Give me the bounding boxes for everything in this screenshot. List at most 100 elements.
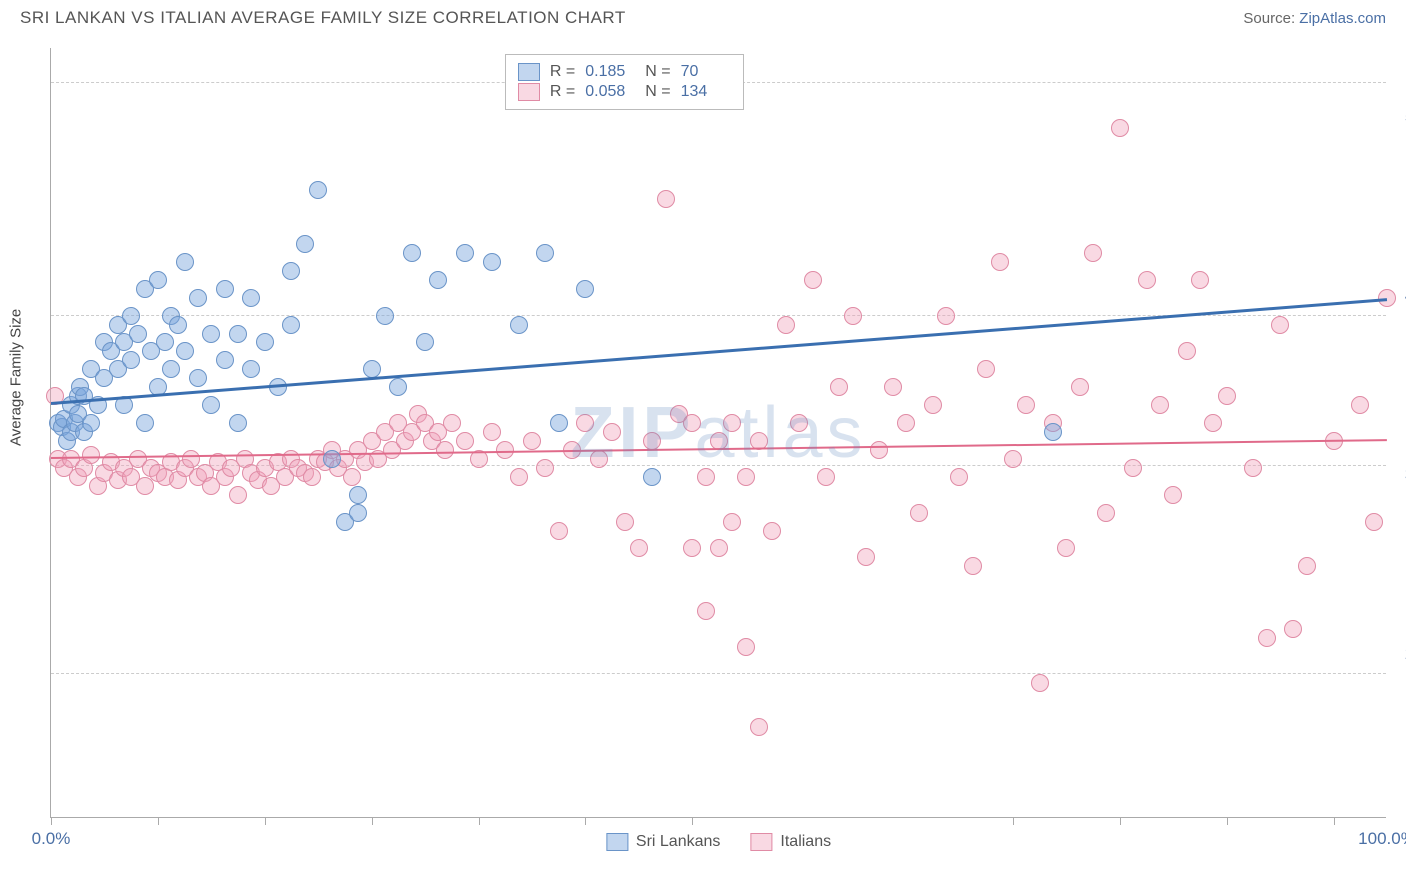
x-tick: [692, 817, 693, 825]
scatter-point-italians: [1244, 459, 1262, 477]
legend-item-italians: Italians: [750, 833, 831, 851]
scatter-point-italians: [343, 468, 361, 486]
scatter-point-sri_lankans: [296, 235, 314, 253]
source-link[interactable]: ZipAtlas.com: [1299, 10, 1386, 27]
stats-legend: R =0.185N =70R =0.058N =134: [505, 54, 744, 110]
scatter-point-italians: [1271, 316, 1289, 334]
scatter-point-italians: [830, 378, 848, 396]
scatter-point-italians: [436, 441, 454, 459]
scatter-point-sri_lankans: [309, 181, 327, 199]
scatter-point-italians: [483, 423, 501, 441]
scatter-point-sri_lankans: [122, 307, 140, 325]
scatter-point-italians: [777, 316, 795, 334]
scatter-point-italians: [303, 468, 321, 486]
scatter-point-sri_lankans: [242, 289, 260, 307]
scatter-point-sri_lankans: [136, 414, 154, 432]
scatter-point-sri_lankans: [349, 486, 367, 504]
scatter-point-sri_lankans: [216, 280, 234, 298]
x-tick: [265, 817, 266, 825]
scatter-point-italians: [977, 360, 995, 378]
y-axis-label: Average Family Size: [8, 309, 25, 446]
scatter-point-sri_lankans: [323, 450, 341, 468]
scatter-point-italians: [456, 432, 474, 450]
scatter-point-italians: [790, 414, 808, 432]
scatter-point-sri_lankans: [149, 271, 167, 289]
scatter-point-sri_lankans: [416, 333, 434, 351]
scatter-point-italians: [737, 638, 755, 656]
scatter-point-italians: [683, 414, 701, 432]
scatter-point-italians: [1164, 486, 1182, 504]
scatter-point-sri_lankans: [176, 253, 194, 271]
scatter-point-italians: [590, 450, 608, 468]
scatter-point-italians: [1071, 378, 1089, 396]
scatter-point-italians: [510, 468, 528, 486]
scatter-point-sri_lankans: [242, 360, 260, 378]
scatter-point-sri_lankans: [376, 307, 394, 325]
scatter-point-italians: [1151, 396, 1169, 414]
scatter-point-italians: [1191, 271, 1209, 289]
source-attribution: Source: ZipAtlas.com: [1243, 10, 1386, 27]
scatter-point-sri_lankans: [202, 396, 220, 414]
x-tick: [585, 817, 586, 825]
scatter-point-sri_lankans: [229, 325, 247, 343]
scatter-point-sri_lankans: [576, 280, 594, 298]
x-tick: [158, 817, 159, 825]
r-label: R =: [550, 63, 575, 81]
n-value: 134: [681, 83, 731, 101]
r-value: 0.058: [585, 83, 635, 101]
scatter-point-italians: [1298, 557, 1316, 575]
scatter-point-italians: [1111, 119, 1129, 137]
scatter-point-italians: [937, 307, 955, 325]
scatter-point-italians: [683, 539, 701, 557]
scatter-point-italians: [1218, 387, 1236, 405]
scatter-point-italians: [1017, 396, 1035, 414]
scatter-point-italians: [1004, 450, 1022, 468]
scatter-point-italians: [710, 539, 728, 557]
scatter-point-sri_lankans: [156, 333, 174, 351]
scatter-point-italians: [1124, 459, 1142, 477]
n-label: N =: [645, 83, 670, 101]
scatter-point-italians: [523, 432, 541, 450]
scatter-point-italians: [857, 548, 875, 566]
scatter-point-italians: [697, 468, 715, 486]
scatter-point-sri_lankans: [189, 369, 207, 387]
scatter-point-italians: [1138, 271, 1156, 289]
legend-swatch: [606, 833, 628, 851]
scatter-point-sri_lankans: [189, 289, 207, 307]
scatter-point-italians: [443, 414, 461, 432]
scatter-point-sri_lankans: [483, 253, 501, 271]
scatter-point-sri_lankans: [429, 271, 447, 289]
scatter-point-italians: [1031, 674, 1049, 692]
r-value: 0.185: [585, 63, 635, 81]
stats-legend-row: R =0.185N =70: [518, 63, 731, 81]
scatter-point-italians: [1365, 513, 1383, 531]
scatter-point-sri_lankans: [389, 378, 407, 396]
scatter-point-italians: [182, 450, 200, 468]
x-tick: [1013, 817, 1014, 825]
x-tick: [372, 817, 373, 825]
n-label: N =: [645, 63, 670, 81]
x-tick-label: 100.0%: [1358, 829, 1406, 849]
scatter-point-italians: [924, 396, 942, 414]
scatter-point-italians: [1084, 244, 1102, 262]
scatter-point-italians: [723, 513, 741, 531]
legend-label: Italians: [780, 833, 831, 851]
scatter-point-sri_lankans: [510, 316, 528, 334]
scatter-point-sri_lankans: [229, 414, 247, 432]
scatter-point-sri_lankans: [82, 414, 100, 432]
scatter-point-italians: [616, 513, 634, 531]
stats-legend-row: R =0.058N =134: [518, 83, 731, 101]
scatter-point-sri_lankans: [282, 316, 300, 334]
scatter-point-italians: [910, 504, 928, 522]
scatter-point-italians: [1178, 342, 1196, 360]
scatter-point-sri_lankans: [176, 342, 194, 360]
chart-plot-area: ZIPatlas Sri LankansItalians 2.003.004.0…: [50, 48, 1386, 818]
scatter-point-italians: [229, 486, 247, 504]
x-tick: [1334, 817, 1335, 825]
scatter-point-italians: [950, 468, 968, 486]
scatter-point-italians: [991, 253, 1009, 271]
x-tick-label: 0.0%: [32, 829, 71, 849]
x-tick: [479, 817, 480, 825]
scatter-point-italians: [1284, 620, 1302, 638]
scatter-point-italians: [576, 414, 594, 432]
